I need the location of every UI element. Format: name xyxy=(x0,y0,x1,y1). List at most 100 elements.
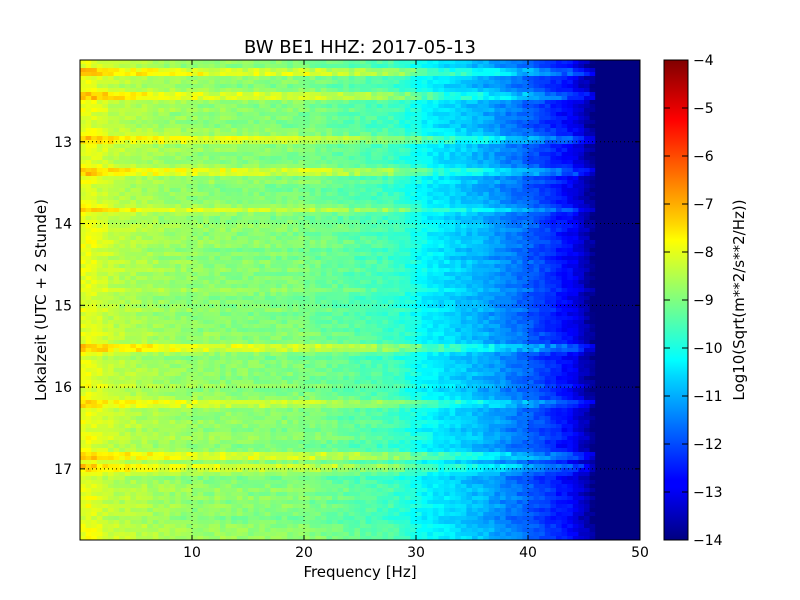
heatmap-cell xyxy=(304,212,311,217)
heatmap-cell xyxy=(494,72,501,77)
heatmap-cell xyxy=(404,112,411,117)
heatmap-cell xyxy=(511,196,518,201)
heatmap-cell xyxy=(522,200,529,205)
heatmap-cell xyxy=(511,120,518,125)
heatmap-cell xyxy=(102,240,109,245)
heatmap-cell xyxy=(253,228,260,233)
heatmap-cell xyxy=(522,108,529,113)
heatmap-cell xyxy=(180,256,187,261)
heatmap-cell xyxy=(617,208,624,213)
heatmap-cell xyxy=(287,152,294,157)
heatmap-cell xyxy=(432,68,439,73)
heatmap-cell xyxy=(169,196,176,201)
heatmap-cell xyxy=(264,176,271,181)
heatmap-cell xyxy=(113,96,120,101)
heatmap-cell xyxy=(186,184,193,189)
heatmap-cell xyxy=(539,172,546,177)
heatmap-cell xyxy=(421,92,428,97)
heatmap-cell xyxy=(164,220,171,225)
heatmap-cell xyxy=(488,224,495,229)
heatmap-cell xyxy=(214,256,221,261)
heatmap-cell xyxy=(214,184,221,189)
heatmap-cell xyxy=(388,164,395,169)
heatmap-cell xyxy=(567,60,574,65)
heatmap-cell xyxy=(264,60,271,65)
heatmap-cell xyxy=(220,180,227,185)
heatmap-cell xyxy=(169,140,176,145)
heatmap-cell xyxy=(214,208,221,213)
heatmap-cell xyxy=(259,196,266,201)
heatmap-cell xyxy=(399,140,406,145)
heatmap-cell xyxy=(80,60,87,65)
heatmap-cell xyxy=(623,252,630,257)
heatmap-cell xyxy=(483,248,490,253)
heatmap-cell xyxy=(371,240,378,245)
heatmap-cell xyxy=(460,192,467,197)
heatmap-cell xyxy=(337,208,344,213)
heatmap-cell xyxy=(572,92,579,97)
heatmap-cell xyxy=(432,164,439,169)
heatmap-cell xyxy=(438,108,445,113)
heatmap-cell xyxy=(600,84,607,89)
heatmap-cell xyxy=(393,184,400,189)
heatmap-cell xyxy=(595,128,602,133)
heatmap-cell xyxy=(421,176,428,181)
heatmap-cell xyxy=(248,64,255,69)
heatmap-cell xyxy=(595,60,602,65)
heatmap-cell xyxy=(220,244,227,249)
heatmap-cell xyxy=(533,216,540,221)
heatmap-cell xyxy=(96,136,103,141)
heatmap-cell xyxy=(360,60,367,65)
heatmap-cell xyxy=(186,112,193,117)
heatmap-cell xyxy=(528,136,535,141)
heatmap-cell xyxy=(544,84,551,89)
heatmap-cell xyxy=(337,220,344,225)
heatmap-cell xyxy=(175,192,182,197)
heatmap-cell xyxy=(388,184,395,189)
heatmap-cell xyxy=(102,88,109,93)
heatmap-cell xyxy=(533,108,540,113)
heatmap-cell xyxy=(236,196,243,201)
heatmap-cell xyxy=(304,140,311,145)
heatmap-cell xyxy=(108,188,115,193)
heatmap-cell xyxy=(432,192,439,197)
heatmap-cell xyxy=(85,220,92,225)
heatmap-cell xyxy=(466,116,473,121)
heatmap-cell xyxy=(309,188,316,193)
heatmap-cell xyxy=(119,236,126,241)
heatmap-cell xyxy=(220,224,227,229)
heatmap-cell xyxy=(612,80,619,85)
heatmap-cell xyxy=(365,184,372,189)
heatmap-cell xyxy=(404,196,411,201)
heatmap-cell xyxy=(192,120,199,125)
heatmap-cell xyxy=(427,108,434,113)
heatmap-cell xyxy=(584,216,591,221)
heatmap-cell xyxy=(264,156,271,161)
heatmap-cell xyxy=(410,152,417,157)
heatmap-cell xyxy=(466,100,473,105)
heatmap-cell xyxy=(600,68,607,73)
heatmap-cell xyxy=(264,164,271,169)
heatmap-cell xyxy=(584,140,591,145)
heatmap-cell xyxy=(337,236,344,241)
heatmap-cell xyxy=(617,212,624,217)
heatmap-cell xyxy=(231,68,238,73)
heatmap-cell xyxy=(248,100,255,105)
heatmap-cell xyxy=(348,96,355,101)
heatmap-cell xyxy=(197,188,204,193)
heatmap-cell xyxy=(80,92,87,97)
heatmap-cell xyxy=(197,184,204,189)
heatmap-cell xyxy=(600,224,607,229)
heatmap-cell xyxy=(623,116,630,121)
heatmap-cell xyxy=(231,216,238,221)
heatmap-cell xyxy=(343,60,350,65)
heatmap-cell xyxy=(348,124,355,129)
heatmap-cell xyxy=(113,92,120,97)
heatmap-cell xyxy=(600,76,607,81)
heatmap-cell xyxy=(516,192,523,197)
heatmap-cell xyxy=(96,224,103,229)
heatmap-cell xyxy=(85,252,92,257)
heatmap-cell xyxy=(544,152,551,157)
heatmap-cell xyxy=(248,232,255,237)
heatmap-cell xyxy=(147,60,154,65)
